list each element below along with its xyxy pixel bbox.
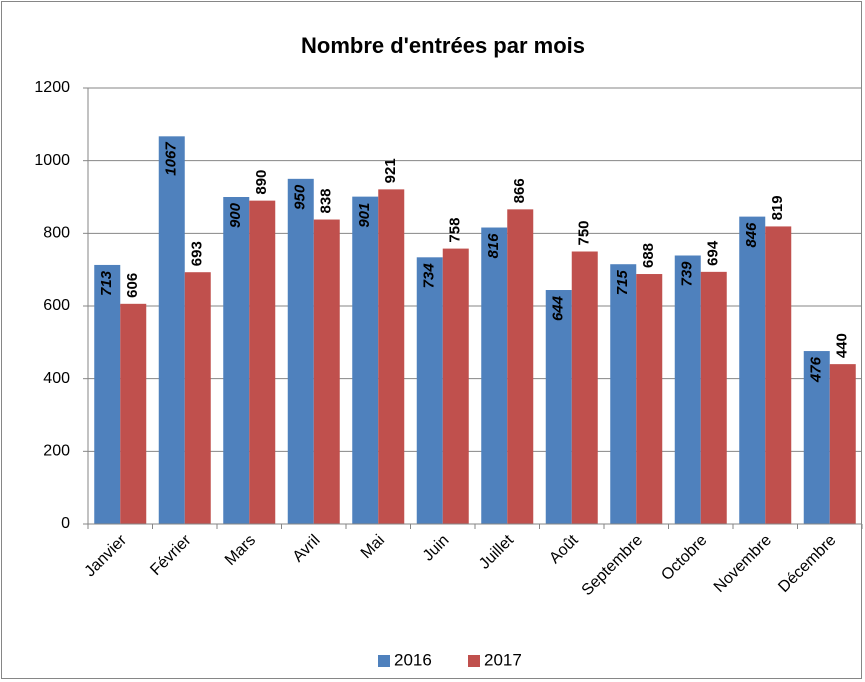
data-label: 890 [253,170,270,195]
bar [803,351,830,524]
bar [674,255,701,524]
data-label: 644 [550,295,567,321]
bar [249,200,276,524]
bar [545,290,572,524]
data-label: 734 [421,263,438,289]
data-label: 816 [485,233,502,259]
bar [765,226,792,524]
y-tick-label: 200 [43,443,70,460]
legend-label: 2016 [394,650,432,669]
bar [481,227,508,524]
bar [571,251,598,524]
y-tick-label: 800 [43,225,70,242]
legend-swatch [378,655,390,667]
bar [158,136,185,524]
bar [416,257,443,524]
data-label: 901 [356,203,373,228]
bar [378,189,405,524]
bar [313,219,340,524]
bar [700,271,727,524]
data-label: 739 [679,261,696,287]
legend-label: 2017 [484,650,522,669]
bar [223,197,250,524]
data-label: 476 [808,356,825,383]
data-label: 715 [614,270,631,296]
data-label: 846 [743,222,760,248]
bar [120,303,147,524]
bar [507,209,534,524]
bar [287,178,314,525]
data-label: 866 [511,178,528,203]
data-label: 694 [705,240,722,266]
data-label: 606 [124,273,141,298]
data-label: 693 [189,241,206,266]
data-label: 1067 [163,142,180,176]
data-label: 838 [318,188,335,213]
bar [442,248,469,525]
chart-title: Nombre d'entrées par mois [301,33,585,58]
bar [829,364,856,524]
data-label: 713 [98,270,115,296]
bar [184,272,211,524]
bar [610,264,637,524]
y-tick-label: 1200 [34,79,70,96]
bar [739,216,766,524]
data-label: 688 [640,243,657,268]
bar [94,264,121,524]
y-tick-label: 0 [61,515,70,532]
y-tick-label: 400 [43,370,70,387]
data-label: 758 [447,218,464,243]
data-label: 440 [834,333,851,358]
legend-swatch [468,655,480,667]
data-label: 819 [769,195,786,220]
data-label: 921 [382,158,399,183]
data-label: 900 [227,202,244,228]
y-tick-label: 600 [43,297,70,314]
bar [636,274,663,524]
y-tick-label: 1000 [34,152,70,169]
data-label: 750 [576,220,593,245]
bar [352,196,379,525]
data-label: 950 [292,184,309,210]
